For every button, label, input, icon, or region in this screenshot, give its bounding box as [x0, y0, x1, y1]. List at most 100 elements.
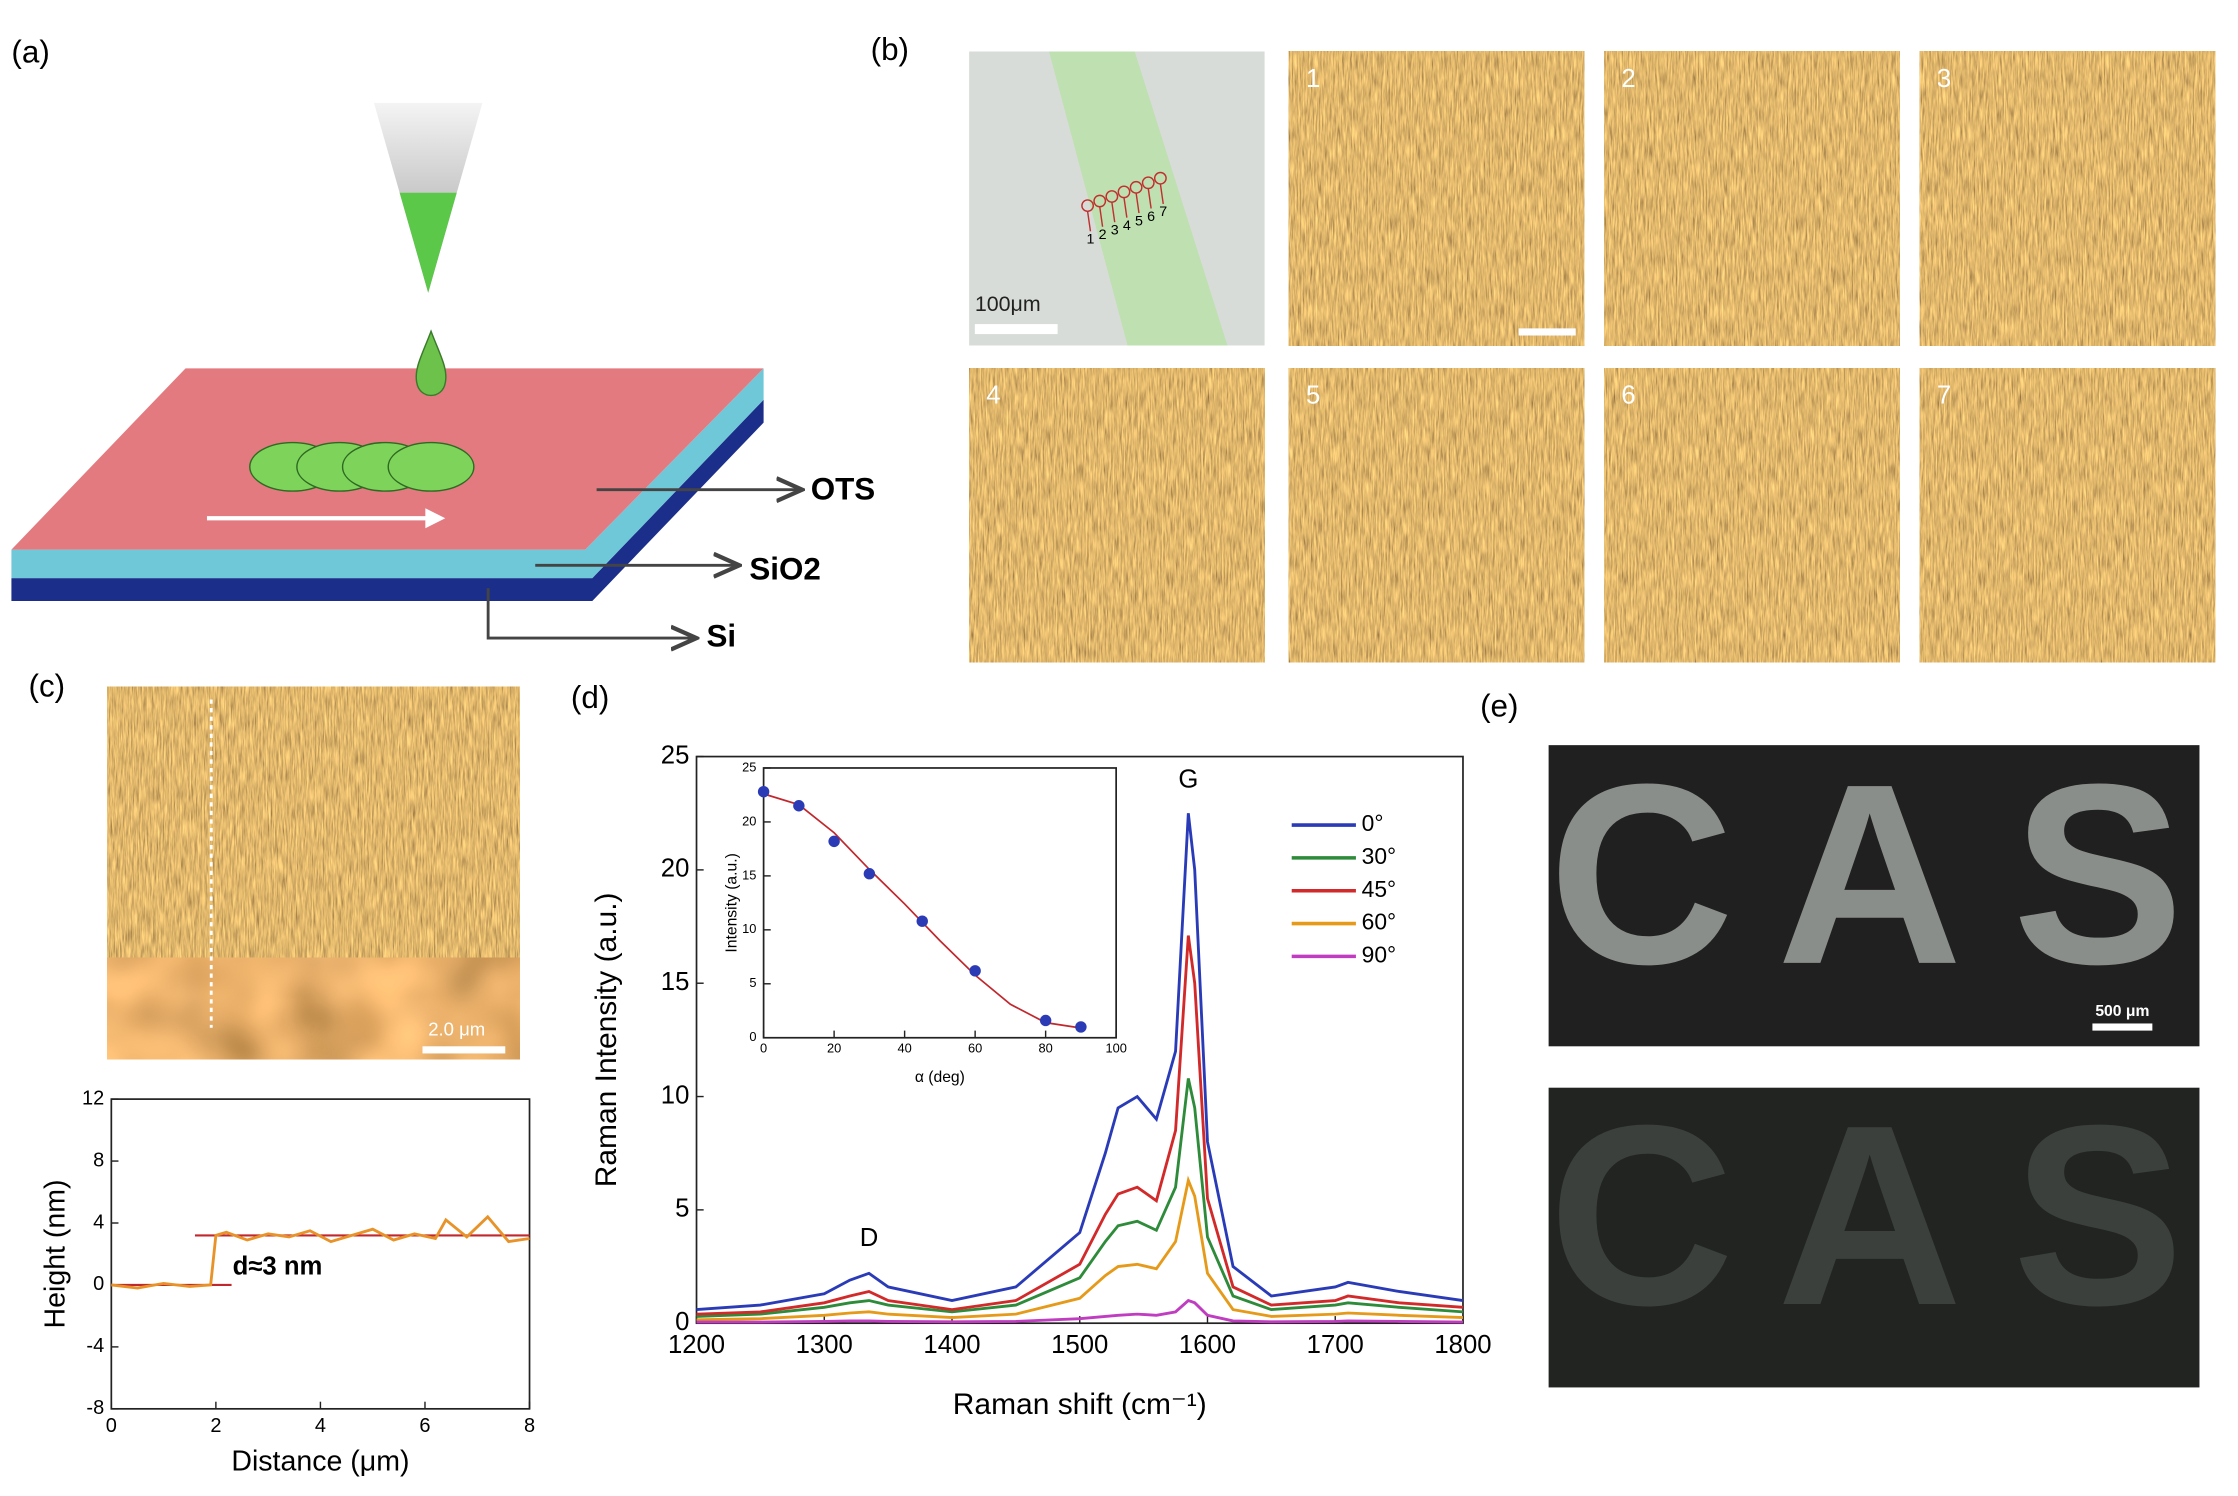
letter: S: [2012, 731, 2183, 1018]
point-label: 4: [1123, 218, 1131, 234]
point: [969, 965, 981, 977]
x-tick-label: 100: [1105, 1041, 1126, 1056]
data-line: [696, 1298, 1463, 1324]
afm-tile: [1919, 368, 2216, 663]
y-tick-label: -8: [86, 1397, 104, 1419]
plot-frame: [110, 1098, 531, 1410]
point-label: 6: [1147, 209, 1155, 225]
x-axis-label: α (deg): [915, 1069, 965, 1086]
image: [1548, 1087, 2200, 1388]
x-axis-label: Raman shift (cm⁻¹): [953, 1388, 1207, 1421]
y-tick-label: 5: [749, 975, 756, 990]
marker-line: [1086, 211, 1092, 232]
scale-label: 100μm: [975, 292, 1041, 316]
y-tick-label: 20: [661, 855, 690, 883]
letter: C: [1549, 731, 1735, 1018]
x-tick-label: 4: [315, 1415, 326, 1437]
data-line: [696, 1078, 1464, 1318]
annotation: G: [1178, 766, 1198, 794]
scale-label: 500 μm: [2095, 1003, 2149, 1020]
x-tick-label: 2: [210, 1415, 221, 1437]
marker-line: [1099, 206, 1104, 227]
y-tick-label: 25: [742, 759, 756, 774]
afm-tile: [1288, 51, 1585, 346]
point-label: 5: [1135, 213, 1143, 229]
x-tick-label: 0: [106, 1415, 117, 1437]
y-tick-label: 12: [82, 1087, 104, 1109]
marker-line: [1111, 202, 1116, 223]
panel-label: (b): [871, 32, 909, 67]
x-tick-label: 1500: [1051, 1331, 1108, 1359]
letter: A: [1777, 1072, 1963, 1359]
marker: [1117, 185, 1131, 199]
tile-label: 3: [1937, 65, 1951, 93]
letter: C: [1549, 1072, 1735, 1359]
afm-tile: [1604, 368, 1900, 663]
afm-image: [107, 686, 520, 1060]
y-axis-label: Intensity (a.u.): [723, 853, 740, 952]
marker-line: [1123, 197, 1128, 218]
plot-frame: [762, 767, 1118, 1039]
annotation: d≈3 nm: [233, 1252, 323, 1280]
x-tick-label: 0: [760, 1041, 767, 1056]
data-line: [696, 1175, 1464, 1322]
panel-label: (d): [571, 680, 609, 715]
point: [1039, 1014, 1052, 1027]
layer-label: OTS: [811, 471, 876, 506]
panel-label: (c): [29, 668, 66, 703]
point-label: 1: [1086, 232, 1094, 248]
data-line: [111, 1214, 530, 1290]
x-tick-label: 1200: [668, 1331, 725, 1359]
afm-tile: [1288, 368, 1585, 663]
y-axis-label: Height (nm): [40, 1179, 72, 1328]
substrate: [11, 102, 802, 638]
y-axis-label: Raman Intensity (a.u.): [590, 892, 623, 1187]
data-line: [696, 813, 1464, 1312]
point: [828, 835, 840, 848]
x-tick-label: 1800: [1434, 1331, 1491, 1359]
y-tick-label: 20: [742, 813, 756, 828]
marker-line: [1135, 192, 1140, 214]
tile-label: 6: [1621, 382, 1635, 410]
data-line: [696, 935, 1464, 1316]
x-tick-label: 1300: [796, 1331, 853, 1359]
x-tick-label: 60: [968, 1041, 982, 1056]
y-tick-label: -4: [86, 1335, 104, 1357]
y-tick-label: 5: [675, 1195, 689, 1223]
marker: [1093, 194, 1107, 208]
x-tick-label: 20: [827, 1041, 841, 1056]
y-tick-label: 15: [661, 968, 690, 996]
letter: A: [1777, 731, 1963, 1018]
tile-label: 1: [1306, 65, 1320, 93]
point-label: 2: [1099, 227, 1107, 243]
x-tick-label: 1400: [923, 1331, 980, 1359]
point: [1075, 1021, 1087, 1033]
x-tick-label: 6: [419, 1415, 430, 1437]
afm-tile: [1919, 51, 2216, 346]
layer-label: SiO2: [749, 551, 821, 586]
y-tick-label: 0: [675, 1308, 689, 1336]
afm-tile: [969, 368, 1265, 663]
y-tick-label: 4: [93, 1211, 104, 1233]
point: [863, 868, 876, 880]
legend-label: 60°: [1362, 909, 1397, 935]
panel-label: (e): [1480, 688, 1518, 723]
y-tick-label: 8: [93, 1149, 104, 1171]
annotation: D: [860, 1224, 879, 1252]
tile-label: 2: [1621, 65, 1635, 93]
layer-label: Si: [707, 618, 737, 653]
y-tick-label: 25: [661, 741, 690, 769]
legend-label: 45°: [1362, 876, 1397, 902]
point: [757, 786, 770, 798]
x-tick-label: 8: [524, 1415, 535, 1437]
afm-tile: [1604, 51, 1900, 346]
legend-label: 0°: [1362, 810, 1384, 836]
point-label: 3: [1111, 223, 1119, 239]
tile-label: 7: [1937, 382, 1951, 410]
marker: [1141, 176, 1155, 190]
x-tick-label: 80: [1038, 1041, 1052, 1056]
scale-bar: [2092, 1023, 2153, 1031]
scale-bar: [1518, 328, 1576, 336]
x-tick-label: 40: [897, 1041, 911, 1056]
